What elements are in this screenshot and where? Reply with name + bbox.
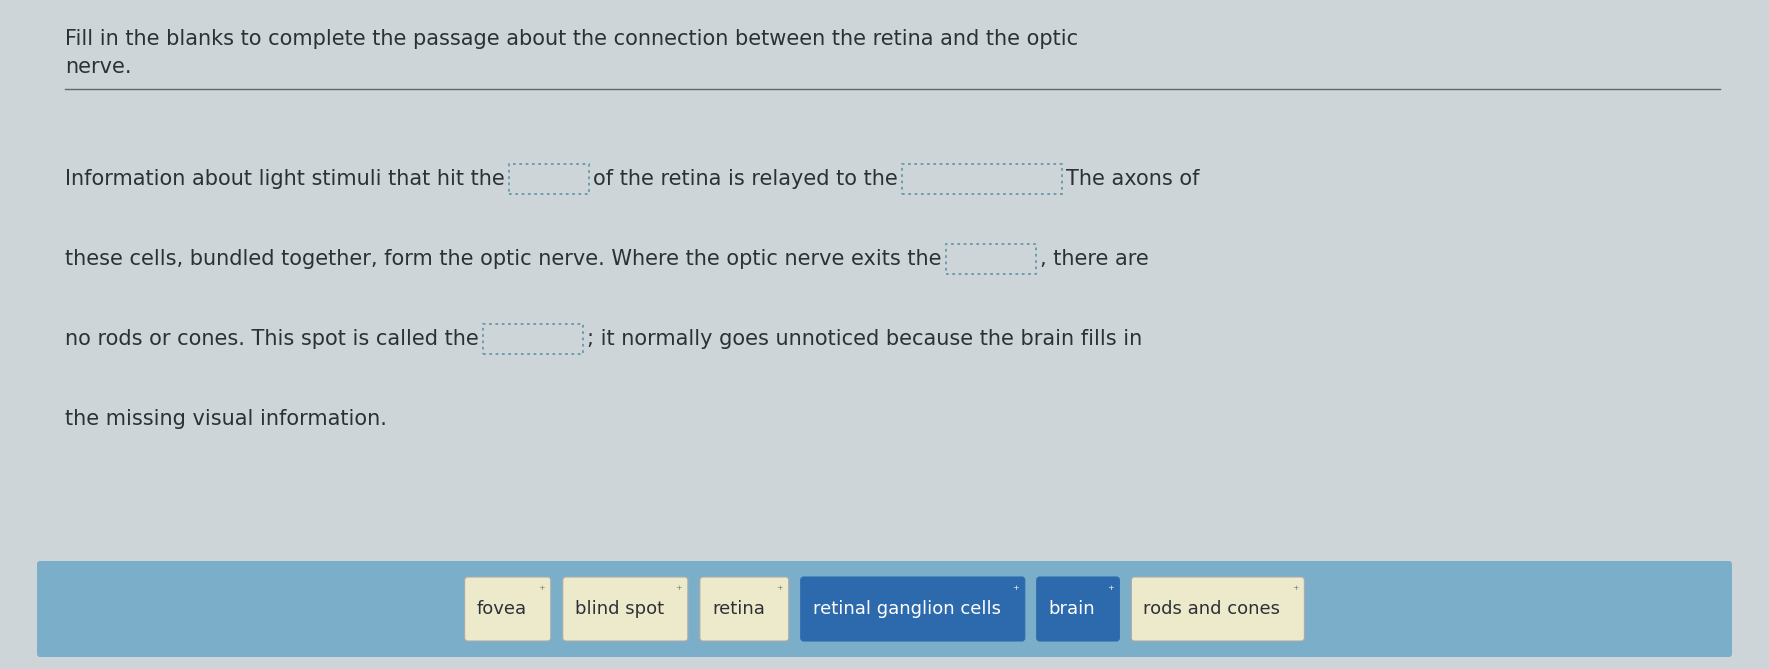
FancyBboxPatch shape [563, 577, 688, 641]
Text: nerve.: nerve. [65, 57, 131, 77]
Text: Information about light stimuli that hit the: Information about light stimuli that hit… [65, 169, 504, 189]
Text: ; it normally goes unnoticed because the brain fills in: ; it normally goes unnoticed because the… [587, 329, 1143, 349]
Text: The axons of: The axons of [1065, 169, 1199, 189]
FancyBboxPatch shape [37, 561, 1732, 657]
Text: retinal ganglion cells: retinal ganglion cells [812, 600, 1001, 618]
Text: ⁺: ⁺ [1012, 584, 1019, 597]
Text: rods and cones: rods and cones [1143, 600, 1281, 618]
Text: ⁺: ⁺ [777, 584, 782, 597]
FancyBboxPatch shape [1132, 577, 1304, 641]
Text: ⁺: ⁺ [676, 584, 681, 597]
Text: , there are: , there are [1040, 249, 1148, 269]
FancyBboxPatch shape [465, 577, 550, 641]
Text: blind spot: blind spot [575, 600, 663, 618]
Text: ⁺: ⁺ [1107, 584, 1113, 597]
FancyBboxPatch shape [701, 577, 789, 641]
Text: Fill in the blanks to complete the passage about the connection between the reti: Fill in the blanks to complete the passa… [65, 29, 1077, 49]
Text: of the retina is relayed to the: of the retina is relayed to the [593, 169, 897, 189]
Text: ⁺: ⁺ [1291, 584, 1298, 597]
Text: the missing visual information.: the missing visual information. [65, 409, 387, 429]
Text: no rods or cones. This spot is called the: no rods or cones. This spot is called th… [65, 329, 479, 349]
FancyBboxPatch shape [1037, 577, 1120, 641]
FancyBboxPatch shape [801, 577, 1024, 641]
Text: fovea: fovea [476, 600, 527, 618]
Text: brain: brain [1049, 600, 1095, 618]
Text: ⁺: ⁺ [538, 584, 545, 597]
Text: these cells, bundled together, form the optic nerve. Where the optic nerve exits: these cells, bundled together, form the … [65, 249, 941, 269]
Text: retina: retina [711, 600, 764, 618]
